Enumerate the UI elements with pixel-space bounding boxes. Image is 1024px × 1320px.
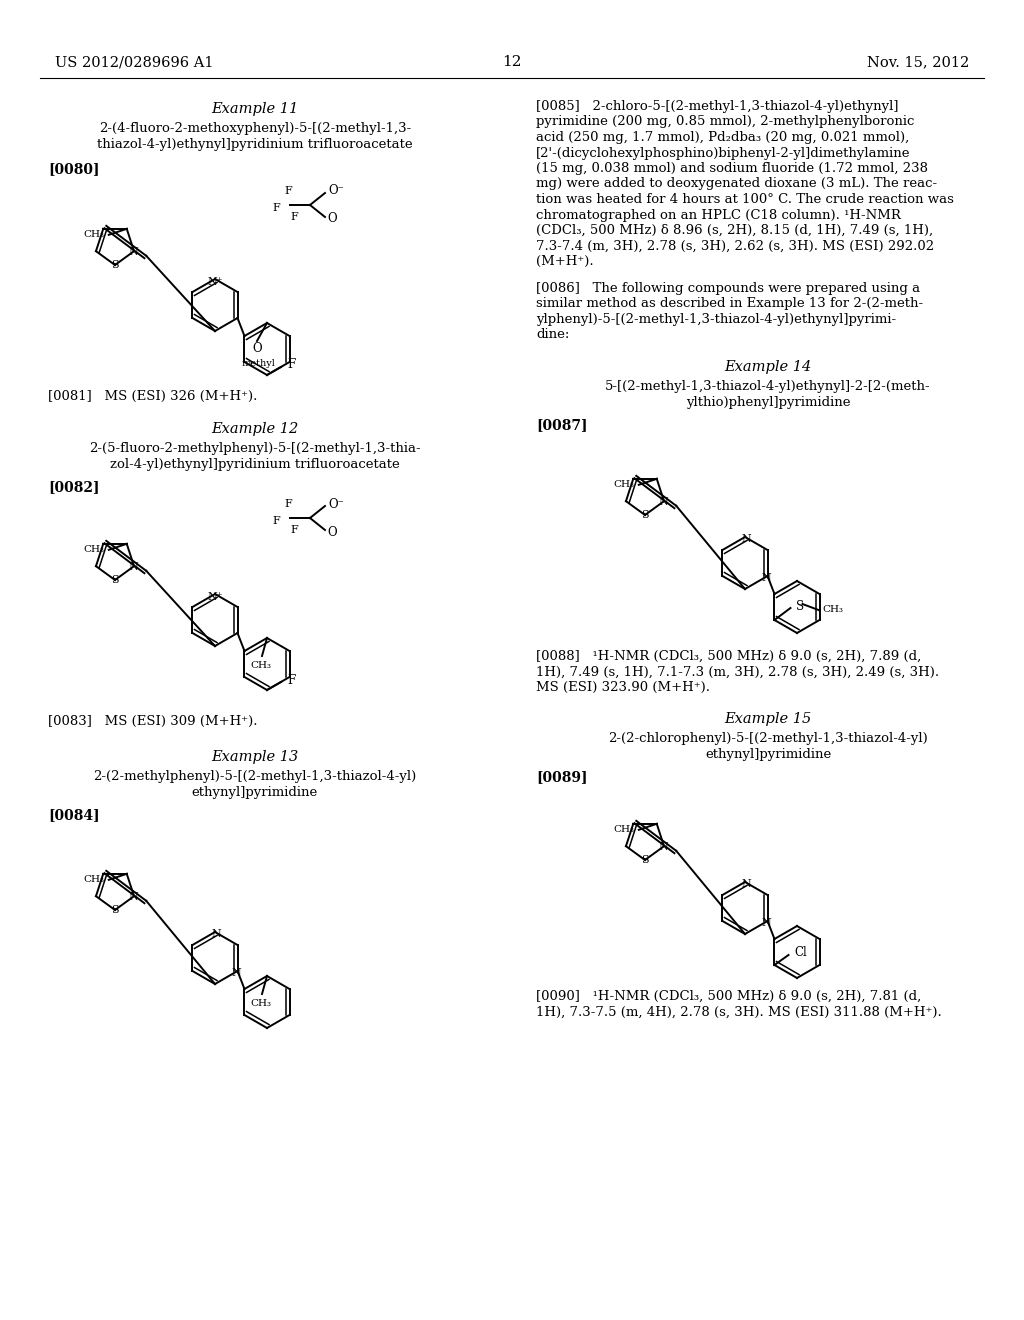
Text: CH₃: CH₃	[613, 825, 635, 834]
Text: CH₃: CH₃	[251, 661, 271, 671]
Text: O⁻: O⁻	[328, 498, 344, 511]
Text: acid (250 mg, 1.7 mmol), Pd₂dba₃ (20 mg, 0.021 mmol),: acid (250 mg, 1.7 mmol), Pd₂dba₃ (20 mg,…	[536, 131, 909, 144]
Text: [0084]: [0084]	[48, 808, 99, 822]
Text: Example 11: Example 11	[211, 102, 299, 116]
Text: S: S	[797, 599, 805, 612]
Text: S: S	[641, 510, 649, 520]
Text: [0083]   MS (ESI) 309 (M+H⁺).: [0083] MS (ESI) 309 (M+H⁺).	[48, 715, 257, 729]
Text: [0082]: [0082]	[48, 480, 99, 494]
Text: [0081]   MS (ESI) 326 (M+H⁺).: [0081] MS (ESI) 326 (M+H⁺).	[48, 389, 257, 403]
Text: ylthio)phenyl]pyrimidine: ylthio)phenyl]pyrimidine	[686, 396, 850, 409]
Text: ylphenyl)-5-[(2-methyl-1,3-thiazol-4-yl)ethynyl]pyrimi-: ylphenyl)-5-[(2-methyl-1,3-thiazol-4-yl)…	[536, 313, 896, 326]
Text: (M+H⁺).: (M+H⁺).	[536, 255, 594, 268]
Text: S: S	[112, 576, 119, 585]
Text: N⁺: N⁺	[207, 591, 223, 602]
Text: S: S	[112, 906, 119, 915]
Text: Example 14: Example 14	[724, 360, 812, 374]
Text: Nov. 15, 2012: Nov. 15, 2012	[866, 55, 969, 69]
Text: CH₃: CH₃	[84, 545, 104, 554]
Text: dine:: dine:	[536, 329, 569, 342]
Text: 7.3-7.4 (m, 3H), 2.78 (s, 3H), 2.62 (s, 3H). MS (ESI) 292.02: 7.3-7.4 (m, 3H), 2.78 (s, 3H), 2.62 (s, …	[536, 239, 934, 252]
Text: CH₃: CH₃	[613, 480, 635, 490]
Text: [0085]   2-chloro-5-[(2-methyl-1,3-thiazol-4-yl)ethynyl]: [0085] 2-chloro-5-[(2-methyl-1,3-thiazol…	[536, 100, 898, 114]
Text: [0088]   ¹H-NMR (CDCl₃, 500 MHz) δ 9.0 (s, 2H), 7.89 (d,: [0088] ¹H-NMR (CDCl₃, 500 MHz) δ 9.0 (s,…	[536, 649, 922, 663]
Text: (CDCl₃, 500 MHz) δ 8.96 (s, 2H), 8.15 (d, 1H), 7.49 (s, 1H),: (CDCl₃, 500 MHz) δ 8.96 (s, 2H), 8.15 (d…	[536, 224, 933, 238]
Text: N: N	[128, 562, 138, 572]
Text: F: F	[284, 186, 292, 195]
Text: 12: 12	[502, 55, 522, 69]
Text: (15 mg, 0.038 mmol) and sodium fluoride (1.72 mmol, 238: (15 mg, 0.038 mmol) and sodium fluoride …	[536, 162, 928, 176]
Text: thiazol-4-yl)ethynyl]pyridinium trifluoroacetate: thiazol-4-yl)ethynyl]pyridinium trifluor…	[97, 139, 413, 150]
Text: [0087]: [0087]	[536, 418, 588, 432]
Text: CH₃: CH₃	[822, 606, 844, 615]
Text: [0089]: [0089]	[536, 770, 588, 784]
Text: US 2012/0289696 A1: US 2012/0289696 A1	[55, 55, 213, 69]
Text: N: N	[211, 929, 221, 939]
Text: S: S	[112, 260, 119, 271]
Text: O: O	[252, 342, 262, 355]
Text: N: N	[741, 879, 751, 888]
Text: Cl: Cl	[795, 946, 807, 960]
Text: Example 15: Example 15	[724, 711, 812, 726]
Text: F: F	[290, 525, 298, 535]
Text: F: F	[272, 203, 280, 213]
Text: methyl: methyl	[242, 359, 275, 367]
Text: 2-(2-methylphenyl)-5-[(2-methyl-1,3-thiazol-4-yl): 2-(2-methylphenyl)-5-[(2-methyl-1,3-thia…	[93, 770, 417, 783]
Text: [0086]   The following compounds were prepared using a: [0086] The following compounds were prep…	[536, 282, 921, 294]
Text: O: O	[327, 213, 337, 226]
Text: Example 13: Example 13	[211, 750, 299, 764]
Text: CH₃: CH₃	[84, 875, 104, 884]
Text: pyrimidine (200 mg, 0.85 mmol), 2-methylphenylboronic: pyrimidine (200 mg, 0.85 mmol), 2-methyl…	[536, 116, 914, 128]
Text: ethynyl]pyrimidine: ethynyl]pyrimidine	[191, 785, 318, 799]
Text: CH₃: CH₃	[251, 999, 271, 1008]
Text: N: N	[658, 498, 668, 507]
Text: N: N	[128, 892, 138, 902]
Text: chromatographed on an HPLC (C18 column). ¹H-NMR: chromatographed on an HPLC (C18 column).…	[536, 209, 901, 222]
Text: 1H), 7.49 (s, 1H), 7.1-7.3 (m, 3H), 2.78 (s, 3H), 2.49 (s, 3H).: 1H), 7.49 (s, 1H), 7.1-7.3 (m, 3H), 2.78…	[536, 665, 939, 678]
Text: tion was heated for 4 hours at 100° C. The crude reaction was: tion was heated for 4 hours at 100° C. T…	[536, 193, 954, 206]
Text: N: N	[231, 968, 242, 978]
Text: similar method as described in Example 13 for 2-(2-meth-: similar method as described in Example 1…	[536, 297, 923, 310]
Text: S: S	[641, 855, 649, 865]
Text: F: F	[284, 499, 292, 510]
Text: Example 12: Example 12	[211, 422, 299, 436]
Text: F: F	[287, 673, 295, 686]
Text: 2-(2-chlorophenyl)-5-[(2-methyl-1,3-thiazol-4-yl): 2-(2-chlorophenyl)-5-[(2-methyl-1,3-thia…	[608, 733, 928, 744]
Text: N⁺: N⁺	[207, 277, 223, 286]
Text: [0080]: [0080]	[48, 162, 99, 176]
Text: F: F	[290, 213, 298, 222]
Text: N: N	[658, 842, 668, 853]
Text: CH₃: CH₃	[84, 230, 104, 239]
Text: ethynyl]pyrimidine: ethynyl]pyrimidine	[705, 748, 831, 762]
Text: MS (ESI) 323.90 (M+H⁺).: MS (ESI) 323.90 (M+H⁺).	[536, 681, 710, 694]
Text: 2-(4-fluoro-2-methoxyphenyl)-5-[(2-methyl-1,3-: 2-(4-fluoro-2-methoxyphenyl)-5-[(2-methy…	[99, 121, 411, 135]
Text: O⁻: O⁻	[328, 185, 344, 198]
Text: 5-[(2-methyl-1,3-thiazol-4-yl)ethynyl]-2-[2-(meth-: 5-[(2-methyl-1,3-thiazol-4-yl)ethynyl]-2…	[605, 380, 931, 393]
Text: F: F	[287, 359, 295, 371]
Text: N: N	[762, 573, 771, 583]
Text: N: N	[762, 917, 771, 928]
Text: [2'-(dicyclohexylphosphino)biphenyl-2-yl]dimethylamine: [2'-(dicyclohexylphosphino)biphenyl-2-yl…	[536, 147, 910, 160]
Text: 2-(5-fluoro-2-methylphenyl)-5-[(2-methyl-1,3-thia-: 2-(5-fluoro-2-methylphenyl)-5-[(2-methyl…	[89, 442, 421, 455]
Text: 1H), 7.3-7.5 (m, 4H), 2.78 (s, 3H). MS (ESI) 311.88 (M+H⁺).: 1H), 7.3-7.5 (m, 4H), 2.78 (s, 3H). MS (…	[536, 1006, 942, 1019]
Text: zol-4-yl)ethynyl]pyridinium trifluoroacetate: zol-4-yl)ethynyl]pyridinium trifluoroace…	[111, 458, 400, 471]
Text: mg) were added to deoxygenated dioxane (3 mL). The reac-: mg) were added to deoxygenated dioxane (…	[536, 177, 937, 190]
Text: N: N	[741, 535, 751, 544]
Text: O: O	[327, 525, 337, 539]
Text: N: N	[128, 247, 138, 257]
Text: F: F	[272, 516, 280, 525]
Text: [0090]   ¹H-NMR (CDCl₃, 500 MHz) δ 9.0 (s, 2H), 7.81 (d,: [0090] ¹H-NMR (CDCl₃, 500 MHz) δ 9.0 (s,…	[536, 990, 922, 1003]
